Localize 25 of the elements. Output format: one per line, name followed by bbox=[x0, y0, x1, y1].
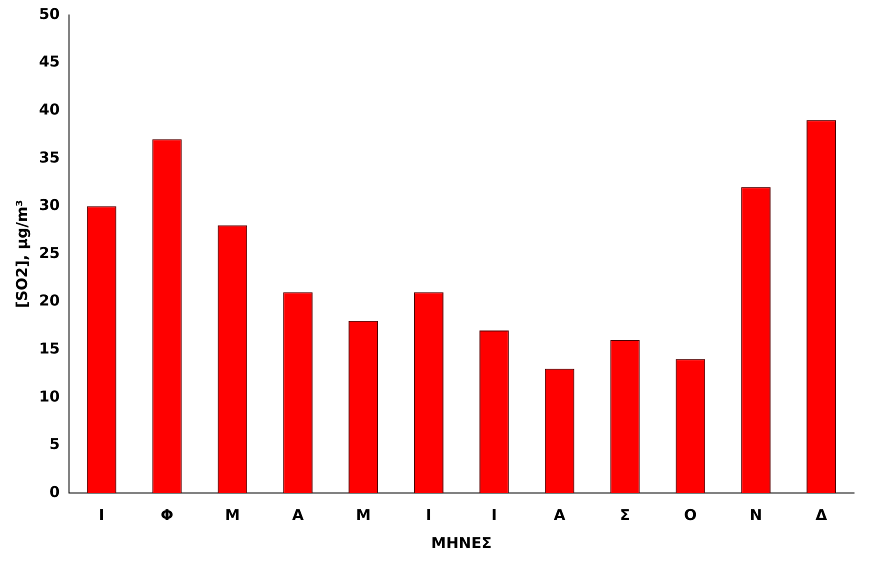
x-tick-label: Ο bbox=[684, 506, 697, 524]
x-tick-label: Μ bbox=[224, 506, 240, 524]
x-tick-label: Δ bbox=[815, 506, 828, 524]
x-tick-label: Ν bbox=[750, 506, 762, 524]
x-tick-label: Α bbox=[554, 506, 566, 524]
x-tick-label: Ι bbox=[491, 506, 497, 524]
y-tick-label: 5 bbox=[49, 435, 60, 454]
y-tick-label: 25 bbox=[39, 244, 60, 262]
y-tick-label: 40 bbox=[39, 100, 60, 118]
y-tick-label: 15 bbox=[39, 339, 60, 358]
y-tick-label: 30 bbox=[39, 196, 60, 214]
y-tick-label: 45 bbox=[39, 52, 60, 71]
y-tick-label: 50 bbox=[39, 4, 60, 23]
x-tick-label: Ι bbox=[426, 506, 432, 524]
y-tick-label: 20 bbox=[39, 292, 60, 310]
x-tick-label: Φ bbox=[160, 506, 174, 524]
x-tick-label: Σ bbox=[620, 506, 630, 524]
x-tick-label: Μ bbox=[356, 506, 371, 524]
y-tick-label: 0 bbox=[49, 482, 60, 501]
x-axis-title: ΜΗΝΕΣ bbox=[431, 534, 492, 552]
y-tick-label: 35 bbox=[39, 148, 60, 166]
y-axis-title: [SO2], μg/m³ bbox=[12, 200, 31, 308]
y-tick-label: 10 bbox=[39, 387, 60, 406]
x-tick-label: Α bbox=[292, 506, 304, 524]
x-tick-label: Ι bbox=[98, 506, 104, 524]
